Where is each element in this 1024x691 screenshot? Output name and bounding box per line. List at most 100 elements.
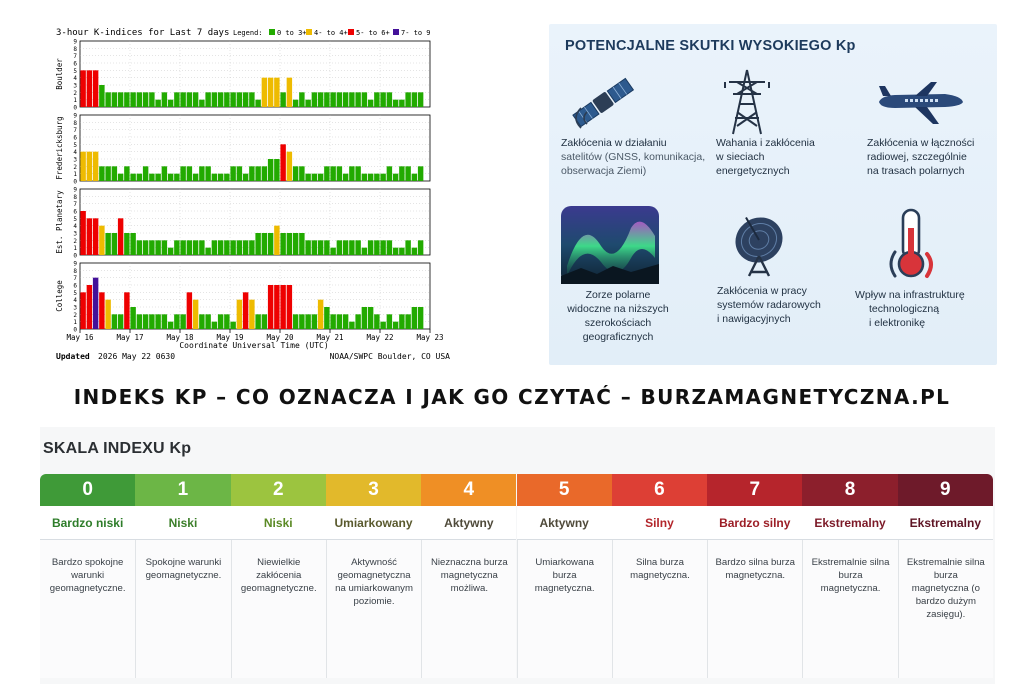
- kp-bar: [180, 166, 186, 181]
- kp-bar: [105, 233, 111, 255]
- y-tick-label: 0: [73, 327, 77, 334]
- kp-bar: [124, 92, 130, 107]
- scale-level-label: Umiarkowany: [325, 506, 422, 540]
- scale-level-description: Bardzo spokojne warunki geomagnetyczne.: [40, 540, 136, 678]
- kp-bar: [336, 166, 343, 181]
- y-tick-label: 5: [73, 68, 77, 75]
- kp-bar: [230, 166, 236, 181]
- kp-bar: [311, 173, 318, 181]
- kp-bar: [149, 92, 155, 107]
- scale-level-description: Silna burza magnetyczna.: [611, 540, 708, 678]
- kp-bar: [349, 321, 355, 329]
- kp-bar: [205, 166, 211, 181]
- kp-bar: [261, 166, 268, 181]
- kp-bar: [99, 292, 105, 329]
- kp-bar: [267, 233, 274, 255]
- y-tick-label: 6: [73, 209, 77, 216]
- kp-bar: [92, 70, 99, 107]
- panel-label: Boulder: [55, 58, 64, 90]
- satellite-icon: [572, 77, 635, 129]
- kp-bar: [405, 92, 411, 107]
- kp-bar: [149, 240, 155, 255]
- kp-bar: [105, 92, 111, 107]
- x-tick-label: May 23: [416, 333, 443, 342]
- kp-bar: [180, 240, 186, 255]
- effect-power-grid: Wahania i zakłócenia w sieciach energety…: [716, 136, 815, 178]
- kp-bar: [399, 166, 405, 181]
- scale-level-label: Silny: [611, 506, 708, 540]
- kp-bar: [349, 92, 355, 107]
- effect-power-grid-line3: energetycznych: [716, 165, 790, 177]
- kp-bar: [286, 151, 293, 181]
- thermometer-icon: [889, 208, 933, 278]
- kp-bar: [167, 321, 174, 329]
- kp-bar: [349, 240, 355, 255]
- kp-bar: [161, 92, 168, 107]
- kp-bar: [380, 92, 386, 107]
- kp-bar: [336, 314, 343, 329]
- kp-bar: [174, 173, 180, 181]
- y-tick-label: 2: [73, 238, 77, 245]
- scale-level-number: 6: [611, 474, 708, 506]
- kp-bar: [217, 314, 224, 329]
- kp-bar: [224, 92, 230, 107]
- effect-radar-line3: i nawigacyjnych: [717, 313, 791, 325]
- kp-bar: [261, 77, 268, 107]
- x-tick-label: May 20: [266, 333, 294, 342]
- kp-bar: [249, 166, 255, 181]
- kp-bar: [355, 240, 361, 255]
- power-tower-icon: [724, 69, 770, 135]
- effect-aurora-line2: widoczne na niższych: [567, 303, 669, 315]
- y-tick-label: 5: [73, 290, 77, 297]
- kp-bar: [399, 314, 405, 329]
- y-tick-label: 5: [73, 216, 77, 223]
- kp-bar: [211, 173, 218, 181]
- kp-bar: [280, 285, 286, 329]
- kp-bar: [374, 314, 380, 329]
- y-tick-label: 4: [73, 223, 77, 230]
- kp-bar: [111, 166, 118, 181]
- effect-satellites-line3: obserwacja Ziemi): [561, 165, 647, 177]
- kp-bar: [149, 173, 155, 181]
- y-tick-label: 5: [73, 142, 77, 149]
- kp-bar: [261, 233, 268, 255]
- kp-bar: [305, 173, 311, 181]
- scale-level-2: 2 Niski Niewielkie zakłócenia geomagnetycz…: [230, 474, 326, 678]
- kp-bar: [230, 240, 236, 255]
- kp-bar: [224, 173, 230, 181]
- scale-level-number: 8: [802, 474, 898, 506]
- kp-bar: [324, 92, 330, 107]
- legend-entry: 7- to 9: [401, 29, 431, 37]
- scale-level-3: 3 Umiarkowany Aktywność geomagnetyczna na …: [325, 474, 422, 678]
- kp-bar: [236, 299, 243, 329]
- kp-bar: [255, 166, 261, 181]
- kp-bar: [124, 166, 130, 181]
- kp-bar: [317, 92, 324, 107]
- kp-bar: [99, 166, 105, 181]
- kp-bar: [130, 307, 136, 329]
- airplane-icon: [879, 82, 963, 124]
- scale-title: SKALA INDEXU Kp: [43, 440, 192, 457]
- kp-bar: [242, 292, 249, 329]
- page-headline: INDEKS KP – CO OZNACZA I JAK GO CZYTAĆ –…: [73, 385, 951, 409]
- legend-entry: 4- to 4+: [314, 29, 348, 37]
- chart-panels: 0123456789Boulder0123456789Fredericksbur…: [55, 39, 431, 334]
- effect-infrastructure-line3: i elektronikę: [869, 317, 926, 329]
- kp-bar: [417, 307, 424, 329]
- scale-level-label: Niski: [230, 506, 326, 540]
- kp-bar: [236, 92, 243, 107]
- kp-bar: [380, 321, 386, 329]
- kp-bar: [411, 307, 418, 329]
- kp-bar: [386, 92, 393, 107]
- kp-bar: [361, 247, 368, 255]
- kp-bar: [117, 92, 124, 107]
- x-tick-label: May 16: [66, 333, 94, 342]
- effect-aurora-line1: Zorze polarne: [585, 289, 651, 301]
- scale-level-label: Aktywny: [516, 506, 612, 540]
- kp-bar: [280, 144, 286, 181]
- y-tick-label: 7: [73, 53, 77, 60]
- effect-aurora: Zorze polarne widoczne na niższych szero…: [563, 288, 673, 344]
- scale-level-description: Ekstremalnie silna burza magnetyczna.: [802, 540, 898, 678]
